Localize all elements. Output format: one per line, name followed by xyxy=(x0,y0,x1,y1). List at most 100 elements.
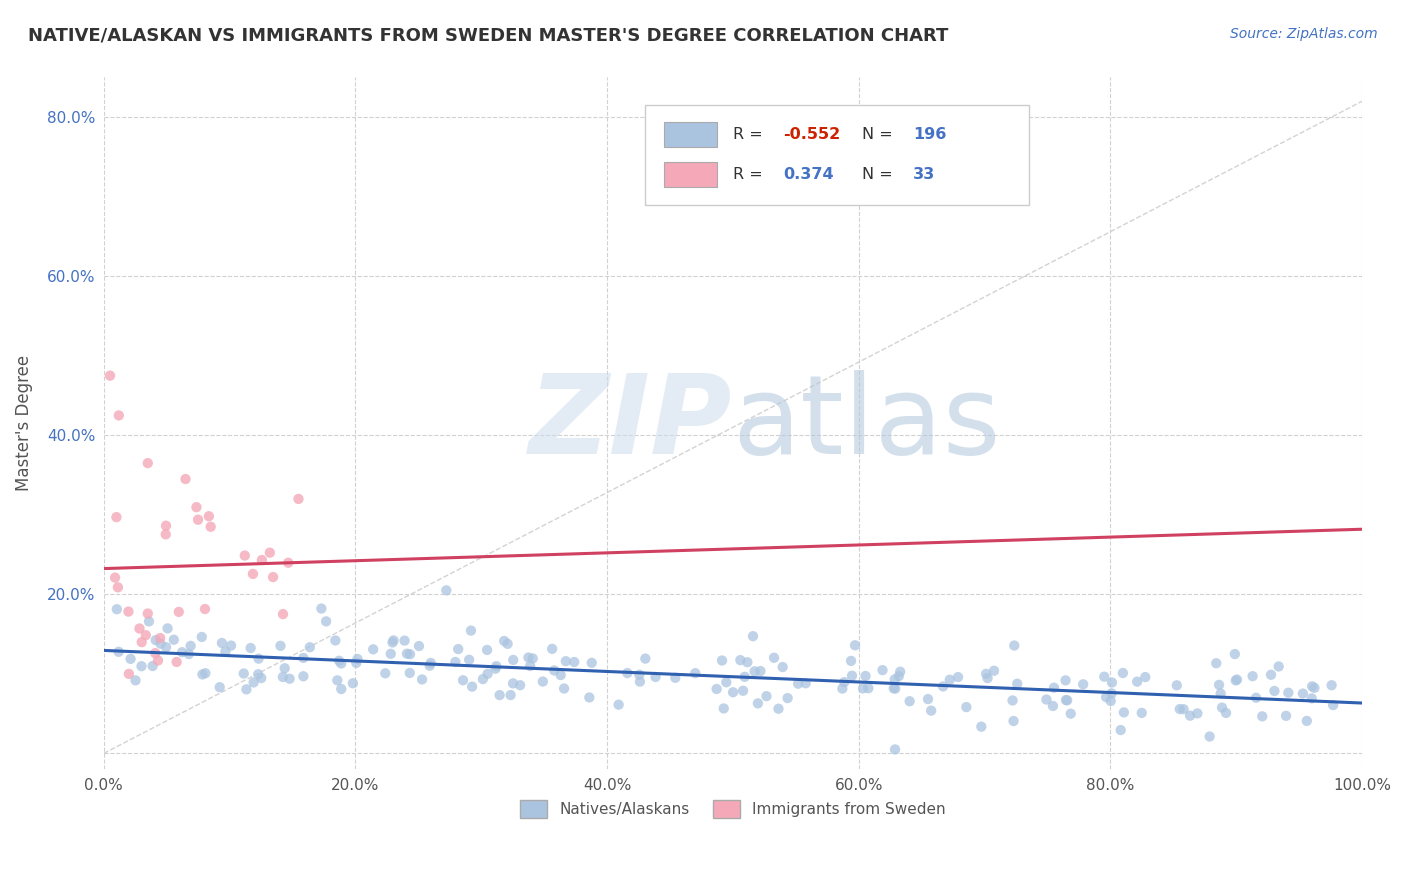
Point xyxy=(1301,679,1323,693)
Point xyxy=(974,666,997,681)
Point xyxy=(118,666,141,681)
Point xyxy=(731,683,754,698)
Point xyxy=(1112,706,1135,720)
Point xyxy=(177,647,200,661)
Point xyxy=(1241,669,1264,683)
Point xyxy=(1035,692,1057,706)
Point xyxy=(887,669,910,683)
Point xyxy=(460,624,482,638)
Point xyxy=(1168,702,1191,716)
Text: R =: R = xyxy=(733,128,768,143)
Point xyxy=(946,670,969,684)
Point xyxy=(1056,693,1078,707)
Point xyxy=(120,652,142,666)
Point xyxy=(107,580,129,594)
Point xyxy=(239,640,262,655)
Point xyxy=(1226,673,1249,687)
Text: 0.374: 0.374 xyxy=(783,167,834,182)
Point xyxy=(143,646,166,660)
Point xyxy=(737,655,759,669)
Point xyxy=(330,681,353,696)
Point xyxy=(247,667,270,681)
Point xyxy=(128,622,150,636)
Point xyxy=(451,673,474,688)
Point xyxy=(713,701,735,715)
Point xyxy=(155,527,177,541)
Point xyxy=(191,667,214,681)
Point xyxy=(742,629,765,643)
Point xyxy=(117,605,139,619)
Point xyxy=(932,680,955,694)
Point xyxy=(839,654,862,668)
Point xyxy=(200,520,222,534)
Point xyxy=(1320,678,1343,692)
Point xyxy=(519,659,541,673)
Point xyxy=(124,673,146,688)
Point xyxy=(138,615,160,629)
Point xyxy=(325,633,347,648)
Text: ZIP: ZIP xyxy=(530,370,733,477)
Text: Source: ZipAtlas.com: Source: ZipAtlas.com xyxy=(1230,27,1378,41)
Point xyxy=(194,666,217,681)
Point xyxy=(1187,706,1209,721)
Point xyxy=(883,673,905,687)
Point xyxy=(408,639,430,653)
Point xyxy=(170,645,193,659)
Point xyxy=(461,680,484,694)
Point xyxy=(242,566,264,581)
Point xyxy=(194,602,217,616)
Point xyxy=(198,509,221,524)
Point xyxy=(219,639,242,653)
Point xyxy=(211,636,233,650)
Point xyxy=(394,633,416,648)
Point xyxy=(884,742,907,756)
Text: 196: 196 xyxy=(912,128,946,143)
Point xyxy=(1260,667,1282,681)
Point xyxy=(273,661,295,675)
Point xyxy=(768,702,790,716)
Point xyxy=(1060,706,1083,721)
Point xyxy=(166,655,188,669)
Text: R =: R = xyxy=(733,167,768,182)
Point xyxy=(917,692,939,706)
Point xyxy=(104,571,127,585)
Point xyxy=(187,513,209,527)
Point xyxy=(730,653,752,667)
Point xyxy=(107,645,129,659)
Point xyxy=(247,651,270,665)
Point xyxy=(562,655,585,669)
Point xyxy=(180,639,202,653)
Point xyxy=(485,659,508,673)
Point xyxy=(1095,690,1118,704)
Y-axis label: Master's Degree: Master's Degree xyxy=(15,355,32,491)
Point xyxy=(149,631,172,645)
Point xyxy=(776,691,799,706)
Point xyxy=(1109,723,1132,737)
Point xyxy=(517,650,540,665)
Point xyxy=(475,643,498,657)
Point xyxy=(484,662,506,676)
Point xyxy=(146,653,169,667)
Text: N =: N = xyxy=(862,128,898,143)
Point xyxy=(616,666,638,681)
Point xyxy=(1205,657,1227,671)
Point xyxy=(156,621,179,635)
Point xyxy=(1277,686,1299,700)
Text: NATIVE/ALASKAN VS IMMIGRANTS FROM SWEDEN MASTER'S DEGREE CORRELATION CHART: NATIVE/ALASKAN VS IMMIGRANTS FROM SWEDEN… xyxy=(28,27,949,45)
Point xyxy=(233,549,256,563)
Point xyxy=(531,674,554,689)
Point xyxy=(1126,674,1149,689)
Point xyxy=(399,647,422,661)
Point xyxy=(970,720,993,734)
Legend: Natives/Alaskans, Immigrants from Sweden: Natives/Alaskans, Immigrants from Sweden xyxy=(513,794,952,824)
Point xyxy=(271,670,294,684)
Point xyxy=(858,681,880,696)
Point xyxy=(664,671,686,685)
Point xyxy=(471,672,494,686)
Point xyxy=(1001,693,1024,707)
Point xyxy=(444,655,467,669)
Point xyxy=(488,688,510,702)
Point xyxy=(382,633,405,648)
Point xyxy=(1322,698,1344,712)
Point xyxy=(328,654,350,668)
